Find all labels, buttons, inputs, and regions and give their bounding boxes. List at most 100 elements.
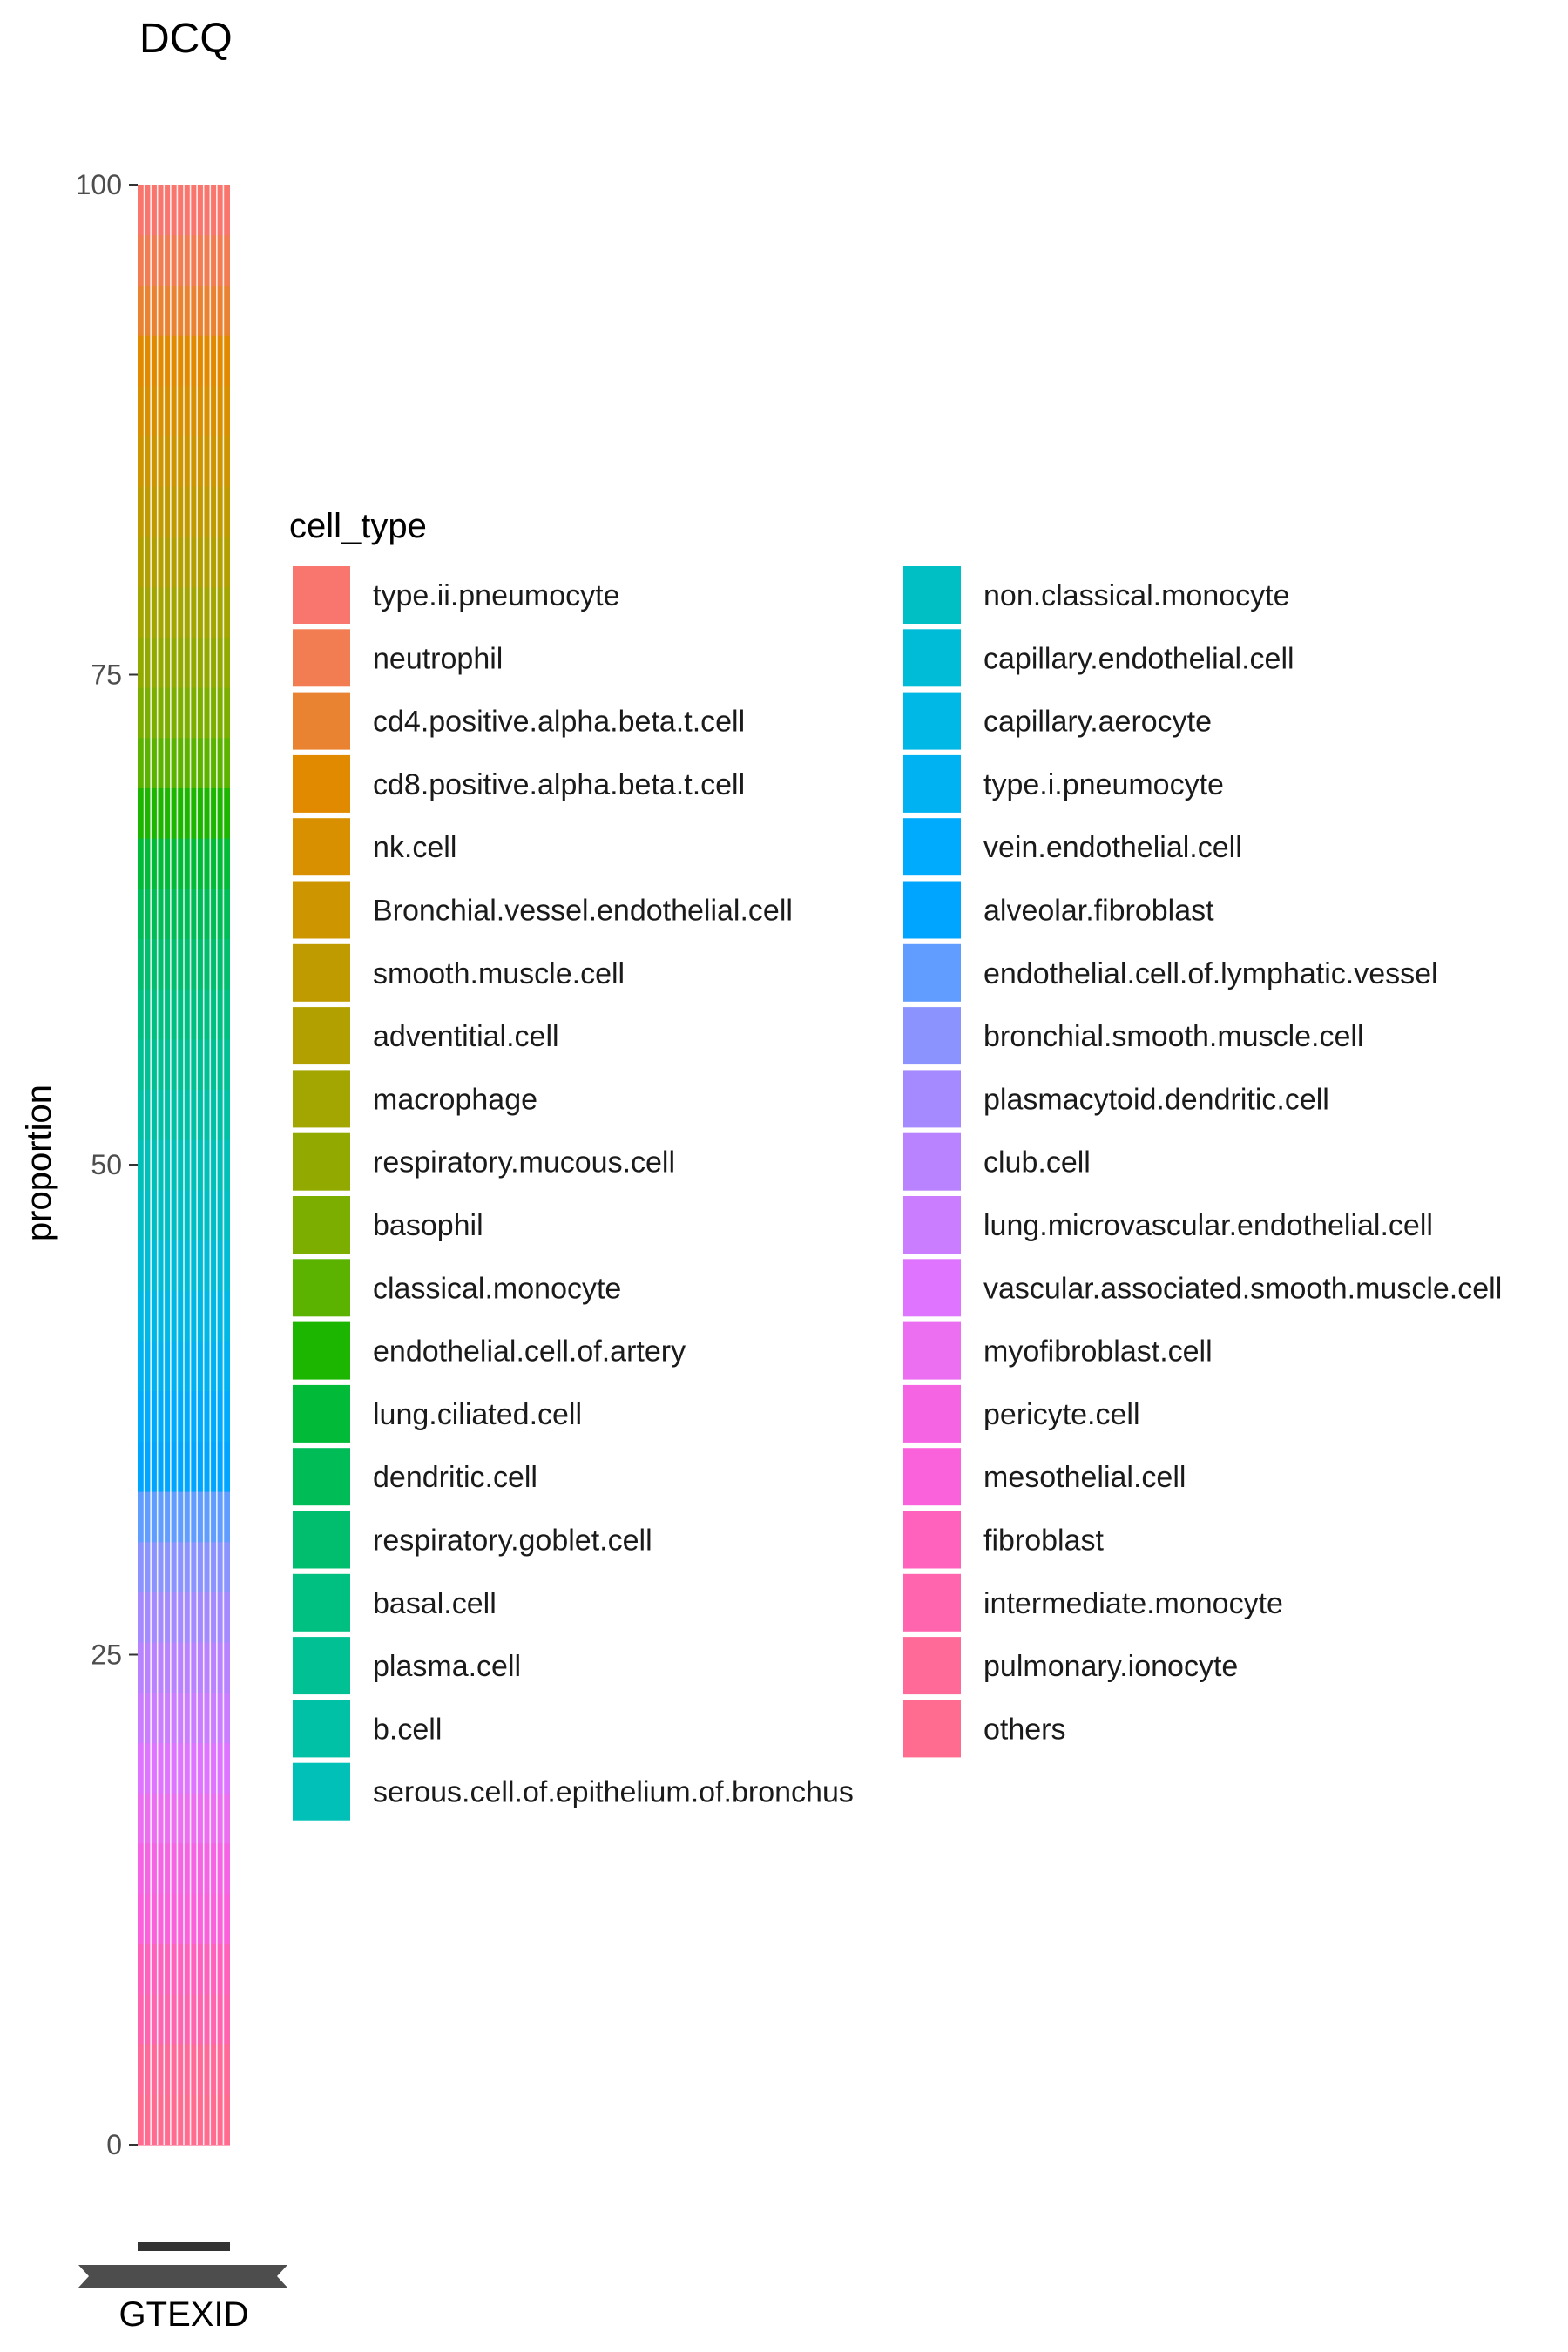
legend-label: type.ii.pneumocyte bbox=[373, 579, 620, 612]
legend-key bbox=[903, 1573, 961, 1632]
legend-label: mesothelial.cell bbox=[983, 1461, 1186, 1494]
legend-key bbox=[293, 1384, 350, 1443]
legend-key bbox=[293, 1511, 350, 1569]
x-tick-label-overlap bbox=[78, 2265, 287, 2288]
legend-item: alveolar.fibroblast bbox=[903, 881, 1214, 939]
y-axis: 0 25 50 75 100 bbox=[76, 169, 138, 2160]
legend-item: lung.microvascular.endothelial.cell bbox=[903, 1196, 1433, 1254]
legend-item: plasma.cell bbox=[293, 1637, 521, 1695]
x-axis-title: GTEXID bbox=[119, 2295, 249, 2334]
legend-item: basal.cell bbox=[293, 1573, 497, 1632]
legend-label: intermediate.monocyte bbox=[983, 1587, 1283, 1620]
legend-item: neutrophil bbox=[293, 629, 503, 687]
legend-key bbox=[903, 1132, 961, 1191]
legend-key bbox=[903, 1196, 961, 1254]
legend-key bbox=[903, 943, 961, 1002]
legend-item: pulmonary.ionocyte bbox=[903, 1637, 1238, 1695]
legend-key bbox=[903, 1637, 961, 1695]
y-tick-label: 0 bbox=[106, 2129, 122, 2160]
legend-key bbox=[903, 754, 961, 813]
legend-key bbox=[903, 881, 961, 939]
legend-key bbox=[903, 1259, 961, 1317]
legend-key bbox=[293, 1196, 350, 1254]
legend-item: macrophage bbox=[293, 1070, 537, 1128]
legend-key bbox=[293, 566, 350, 624]
legend: type.ii.pneumocyte neutrophil cd4.positive… bbox=[293, 566, 1502, 1821]
legend-label: respiratory.mucous.cell bbox=[373, 1146, 675, 1179]
legend-key bbox=[903, 1321, 961, 1380]
legend-item: smooth.muscle.cell bbox=[293, 943, 625, 1002]
legend-label: bronchial.smooth.muscle.cell bbox=[983, 1020, 1364, 1053]
legend-label: macrophage bbox=[373, 1083, 537, 1116]
legend-item: adventitial.cell bbox=[293, 1007, 559, 1065]
legend-item: capillary.aerocyte bbox=[903, 692, 1212, 750]
legend-key bbox=[903, 1700, 961, 1758]
legend-key bbox=[903, 1007, 961, 1065]
legend-label: serous.cell.of.epithelium.of.bronchus bbox=[373, 1776, 854, 1809]
legend-label: capillary.aerocyte bbox=[983, 706, 1212, 739]
legend-item: vascular.associated.smooth.muscle.cell bbox=[903, 1259, 1502, 1317]
legend-label: endothelial.cell.of.artery bbox=[373, 1335, 686, 1369]
legend-item: serous.cell.of.epithelium.of.bronchus bbox=[293, 1762, 854, 1821]
legend-item: non.classical.monocyte bbox=[903, 566, 1290, 624]
legend-item: lung.ciliated.cell bbox=[293, 1384, 582, 1443]
legend-key bbox=[903, 1448, 961, 1506]
legend-label: fibroblast bbox=[983, 1524, 1105, 1558]
legend-label: cd4.positive.alpha.beta.t.cell bbox=[373, 706, 745, 739]
legend-key bbox=[293, 818, 350, 876]
legend-item: bronchial.smooth.muscle.cell bbox=[903, 1007, 1364, 1065]
legend-item: basophil bbox=[293, 1196, 483, 1254]
legend-key bbox=[903, 818, 961, 876]
legend-key bbox=[903, 629, 961, 687]
legend-label: smooth.muscle.cell bbox=[373, 957, 625, 990]
legend-label: vein.endothelial.cell bbox=[983, 831, 1242, 864]
legend-label: nk.cell bbox=[373, 831, 456, 864]
legend-key bbox=[903, 692, 961, 750]
legend-item: plasmacytoid.dendritic.cell bbox=[903, 1070, 1329, 1128]
legend-label: club.cell bbox=[983, 1146, 1091, 1179]
legend-label: b.cell bbox=[373, 1713, 442, 1746]
legend-label: adventitial.cell bbox=[373, 1020, 559, 1053]
legend-key bbox=[293, 1700, 350, 1758]
legend-item: vein.endothelial.cell bbox=[903, 818, 1242, 876]
legend-key bbox=[293, 1762, 350, 1821]
legend-label: lung.microvascular.endothelial.cell bbox=[983, 1209, 1433, 1242]
legend-item: others bbox=[903, 1700, 1066, 1758]
legend-item: capillary.endothelial.cell bbox=[903, 629, 1294, 687]
legend-label: vascular.associated.smooth.muscle.cell bbox=[983, 1272, 1502, 1305]
legend-item: type.i.pneumocyte bbox=[903, 754, 1224, 813]
legend-item: cd8.positive.alpha.beta.t.cell bbox=[293, 754, 745, 813]
legend-label: pulmonary.ionocyte bbox=[983, 1650, 1238, 1683]
legend-key bbox=[903, 1511, 961, 1569]
legend-item: club.cell bbox=[903, 1132, 1091, 1191]
legend-label: basophil bbox=[373, 1209, 483, 1242]
legend-label: plasmacytoid.dendritic.cell bbox=[983, 1083, 1329, 1116]
legend-item: myofibroblast.cell bbox=[903, 1321, 1213, 1380]
legend-item: type.ii.pneumocyte bbox=[293, 566, 620, 624]
legend-label: basal.cell bbox=[373, 1587, 497, 1620]
legend-label: others bbox=[983, 1713, 1066, 1746]
legend-item: b.cell bbox=[293, 1700, 442, 1758]
legend-label: alveolar.fibroblast bbox=[983, 895, 1214, 928]
legend-key bbox=[293, 1573, 350, 1632]
legend-key bbox=[903, 566, 961, 624]
legend-item: nk.cell bbox=[293, 818, 456, 876]
legend-key bbox=[293, 1448, 350, 1506]
y-tick-label: 25 bbox=[91, 1639, 122, 1671]
legend-label: respiratory.goblet.cell bbox=[373, 1524, 652, 1558]
legend-label: dendritic.cell bbox=[373, 1461, 537, 1494]
legend-item: pericyte.cell bbox=[903, 1384, 1140, 1443]
legend-item: respiratory.mucous.cell bbox=[293, 1132, 675, 1191]
legend-key bbox=[293, 1637, 350, 1695]
legend-item: respiratory.goblet.cell bbox=[293, 1511, 652, 1569]
legend-item: classical.monocyte bbox=[293, 1259, 621, 1317]
legend-label: pericyte.cell bbox=[983, 1398, 1140, 1431]
legend-key bbox=[293, 1132, 350, 1191]
y-axis-title: proportion bbox=[20, 1085, 58, 1241]
legend-label: capillary.endothelial.cell bbox=[983, 642, 1294, 675]
legend-title: cell_type bbox=[289, 507, 427, 545]
legend-item: intermediate.monocyte bbox=[903, 1573, 1283, 1632]
legend-key bbox=[293, 881, 350, 939]
legend-label: lung.ciliated.cell bbox=[373, 1398, 582, 1431]
